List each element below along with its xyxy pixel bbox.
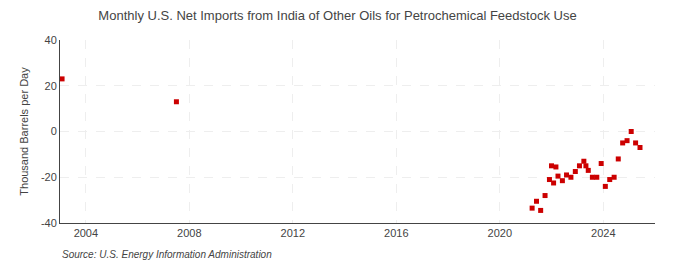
- svg-text:40: 40: [45, 34, 57, 46]
- svg-text:-20: -20: [41, 171, 57, 183]
- svg-text:2020: 2020: [488, 227, 512, 239]
- svg-text:2016: 2016: [384, 227, 408, 239]
- svg-text:-40: -40: [41, 217, 57, 229]
- svg-text:Source: U.S. Energy Informatio: Source: U.S. Energy Information Administ…: [62, 249, 272, 260]
- svg-text:2012: 2012: [281, 227, 305, 239]
- svg-text:0: 0: [51, 125, 57, 137]
- svg-text:2024: 2024: [591, 227, 615, 239]
- svg-text:Thousand Barrels per Day: Thousand Barrels per Day: [18, 67, 30, 196]
- svg-text:2008: 2008: [177, 227, 201, 239]
- svg-text:2004: 2004: [74, 227, 98, 239]
- svg-text:Monthly U.S. Net Imports from: Monthly U.S. Net Imports from India of O…: [98, 8, 576, 23]
- svg-text:20: 20: [45, 80, 57, 92]
